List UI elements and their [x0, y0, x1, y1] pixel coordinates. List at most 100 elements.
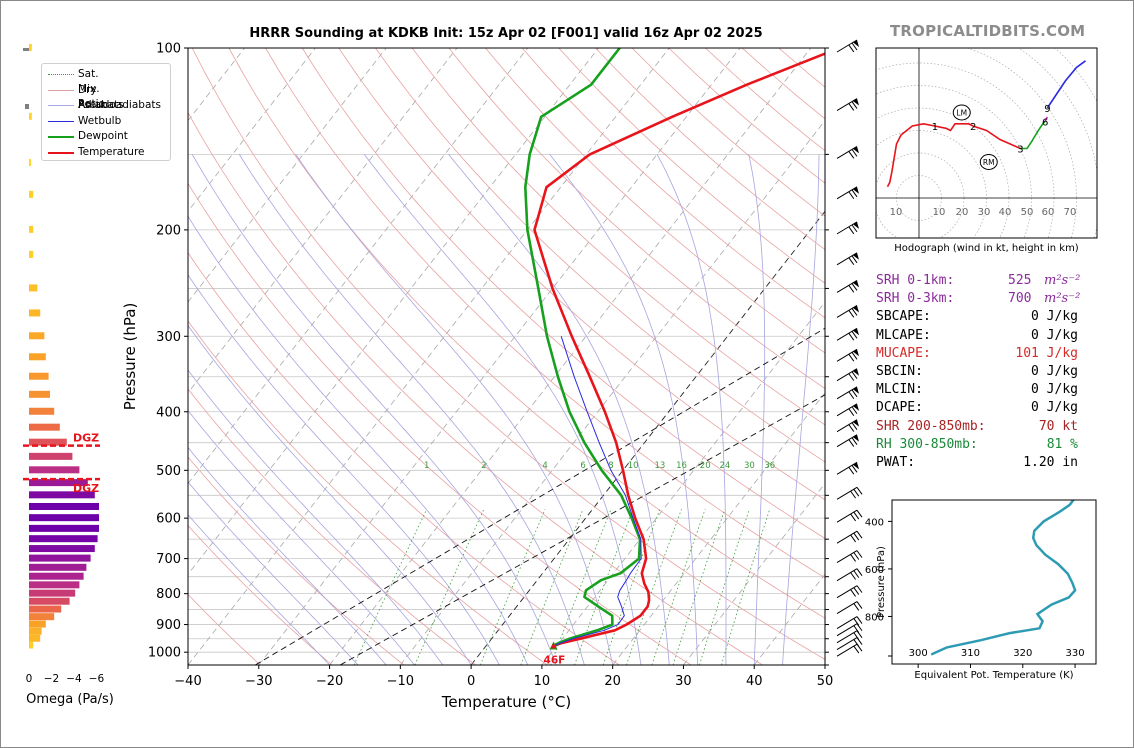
parameter-label: SHR 200-850mb: [876, 418, 986, 434]
hodograph-ring-label: 50 [1021, 207, 1034, 218]
barb-flag [853, 434, 859, 442]
barb-flag [853, 146, 859, 154]
parameter-row: RH 300-850mb: 81 % [876, 436, 1116, 454]
parameter-row: SBCAPE: 0 J/kg [876, 308, 1116, 326]
temperature-profile [533, 52, 825, 647]
barb-flag [853, 221, 859, 229]
mixing-ratio-line [602, 509, 661, 665]
barb-feather [851, 149, 858, 157]
moist-adiabat [363, 154, 642, 665]
legend-swatch [48, 136, 74, 138]
y-tick-label: 900 [156, 618, 181, 633]
omega-marker [25, 104, 29, 109]
barb-feather [850, 589, 857, 597]
y-tick-label: 400 [156, 405, 181, 420]
omega-bar [29, 641, 34, 649]
legend-swatch [48, 74, 74, 75]
barb-feather [853, 488, 860, 497]
barb-feather [848, 285, 855, 293]
parameter-value: 0 J/kg [1031, 309, 1078, 325]
isotherm-line [188, 48, 458, 394]
hodograph-height-label: 3 [1017, 145, 1023, 156]
wind-barb [836, 186, 859, 200]
omega-panel: DGZ DGZ 0 −2 −4 −6 Omega (Pa/s) [23, 44, 114, 707]
omega-bar [29, 452, 73, 460]
chart-title: HRRR Sounding at KDKB Init: 15z Apr 02 [… [249, 26, 763, 41]
omega-bar [29, 627, 42, 635]
chart-legend: Sat. Mix. Ratio Dry Adiabats Pseudoadiabat… [41, 63, 171, 161]
barb-feather [851, 351, 858, 360]
y-axis-label: Pressure (hPa) [121, 303, 139, 411]
omega-bar [29, 423, 60, 431]
omega-bar [29, 284, 38, 292]
barb-feather [851, 465, 858, 473]
barb-flag [853, 40, 859, 47]
barb-flag [853, 328, 859, 336]
theta-e-panel: 400 600 800 300 310 320 330 Pressure (hPa) Equiv… [865, 499, 1097, 681]
barb-feather [848, 310, 855, 318]
x-tick-label: 50 [817, 674, 834, 689]
surface-temperature-marker [550, 642, 557, 649]
theta-y-tick-label: 600 [865, 565, 884, 576]
dry-adiabat [188, 388, 476, 665]
hodograph-trace [1044, 116, 1049, 122]
parameter-label: MUCAPE: [876, 345, 931, 361]
omega-tick-label: −4 [66, 673, 82, 685]
dry-adiabat [188, 320, 548, 665]
isotherm-line [0, 48, 32, 665]
parameter-label: MLCAPE: [876, 327, 931, 343]
hodograph-ring-label: 30 [978, 207, 991, 218]
parcel-reference-line [255, 327, 825, 665]
omega-marker [23, 48, 29, 51]
wind-barb [836, 486, 863, 500]
moist-adiabat [188, 274, 500, 665]
isotherm-line [400, 119, 825, 665]
isotherm-line [188, 48, 316, 212]
omega-bar [29, 605, 62, 613]
moist-adiabat [656, 154, 727, 665]
hodograph-ring-label: 10 [933, 207, 946, 218]
wind-barb [836, 585, 863, 599]
omega-bar [29, 634, 41, 642]
omega-bar [29, 502, 99, 510]
moist-adiabat [188, 514, 330, 665]
dry-adiabat [265, 48, 825, 579]
barb-flag [853, 419, 859, 427]
omega-bar [29, 479, 88, 487]
legend-swatch [48, 105, 74, 106]
wind-barb [836, 419, 859, 433]
x-tick-label: −40 [174, 674, 201, 689]
hodograph-height-label: 6 [1042, 118, 1048, 129]
dry-adiabat [485, 48, 825, 354]
storm-motion-label: LM [956, 109, 967, 118]
omega-bar [29, 250, 34, 258]
parameter-row: SRH 0-3km: 700 m²s⁻² [876, 290, 1116, 308]
x-tick-label: 0 [467, 674, 475, 689]
barb-flag [853, 280, 859, 288]
x-tick-label: −30 [245, 674, 272, 689]
omega-bar [29, 597, 70, 605]
barb-feather [850, 554, 857, 562]
x-tick-label: 20 [604, 674, 621, 689]
mixing-ratio-label: 13 [654, 461, 665, 471]
barb-feather [851, 283, 858, 291]
wind-barb [836, 530, 863, 544]
mixing-ratio-line [353, 509, 428, 665]
theta-x-tick-label: 320 [1013, 648, 1032, 659]
mixing-ratio-label: 36 [764, 461, 775, 471]
omega-tick-label: −6 [89, 673, 105, 685]
y-tick-label: 200 [156, 223, 181, 238]
barb-feather [851, 255, 858, 264]
omega-bar [29, 466, 80, 474]
omega-bar [29, 514, 99, 522]
wind-barb [836, 145, 859, 159]
dry-adiabat [188, 182, 692, 665]
barb-feather [853, 587, 860, 595]
theta-x-tick-label: 310 [961, 648, 980, 659]
moist-adiabat [188, 369, 444, 665]
parameter-value: 70 kt [1038, 418, 1078, 434]
isotherm-line [470, 210, 825, 665]
isotherm-line [612, 392, 825, 665]
parameter-label: DCAPE: [876, 400, 923, 416]
barb-feather [850, 513, 857, 522]
